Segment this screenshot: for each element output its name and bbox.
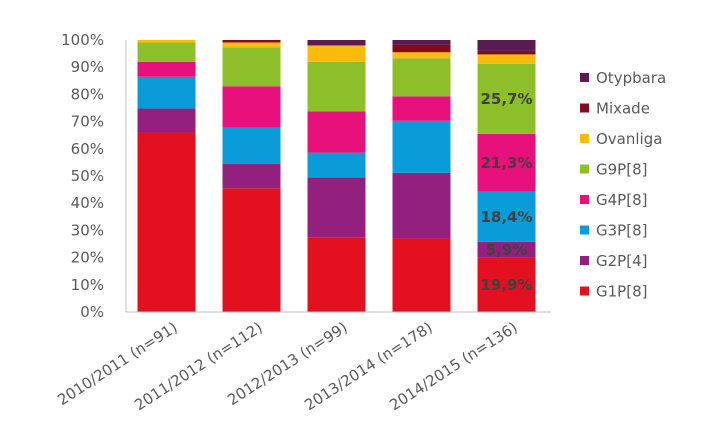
y-tick-label: 50%: [71, 167, 104, 185]
legend-swatch: [580, 286, 589, 296]
bar-segment-otypbara: [307, 40, 366, 46]
bar-segment-ovanliga: [392, 52, 451, 59]
legend-swatch: [580, 164, 589, 174]
legend-label: G2P[4]: [596, 252, 647, 270]
bar-segment-otypbara: [392, 40, 451, 45]
data-label: 25,7%: [480, 90, 532, 108]
y-tick-label: 30%: [71, 221, 104, 239]
y-axis: 0% 10% 20% 30% 40% 50% 60% 70% 80% 90% 100%: [61, 31, 104, 321]
legend-swatch: [580, 73, 589, 82]
y-tick-label: 90%: [71, 58, 104, 76]
bar-segment-g1p-8: [222, 188, 281, 312]
y-tick-label: 70%: [71, 113, 104, 131]
legend-swatch: [580, 103, 589, 113]
bar-segment-g3p-8: [222, 127, 281, 165]
x-axis: 2010/2011 (n=91)2011/2012 (n=112)2012/20…: [54, 318, 520, 414]
legend-label: G3P[8]: [596, 222, 647, 240]
bar-segment-g9p-8: [137, 42, 196, 62]
data-label: 19,9%: [480, 276, 532, 294]
bar-segment-g2p-4: [477, 241, 536, 258]
data-label: 21,3%: [480, 154, 532, 172]
y-tick-label: 0%: [80, 303, 104, 321]
bar-segment-ovanliga: [137, 40, 196, 43]
bar-segment-g9p-8: [477, 63, 536, 134]
y-tick-label: 20%: [71, 249, 104, 267]
bars: [125, 40, 551, 313]
legend-swatch: [580, 225, 589, 235]
bar-segment-g2p-4: [137, 108, 196, 133]
bar-segment-g4p-8: [392, 96, 451, 121]
bar-segment-g4p-8: [477, 133, 536, 192]
y-tick-label: 100%: [61, 31, 104, 49]
bar-segment-ovanliga: [307, 45, 366, 62]
bar-segment-g9p-8: [222, 47, 281, 87]
legend-swatch: [580, 195, 589, 204]
legend-swatch: [580, 256, 589, 265]
y-tick-label: 10%: [71, 276, 104, 294]
legend-label: Mixade: [596, 100, 650, 118]
bar-segment-mixade: [477, 50, 536, 55]
bar-segment-g4p-8: [307, 111, 366, 153]
bar-segment-g4p-8: [137, 61, 196, 77]
legend-swatch: [580, 134, 589, 143]
bar-segment-g3p-8: [137, 76, 196, 109]
legend-label: G9P[8]: [596, 161, 647, 179]
bar-segment-g3p-8: [477, 191, 536, 242]
bar-segment-g3p-8: [307, 152, 366, 178]
legend: Otypbara Mixade Ovanliga G9P[8] G4P[8] G3P[8]…: [580, 69, 666, 301]
legend-label: G1P[8]: [596, 283, 647, 301]
bar-segment-mixade: [392, 44, 451, 53]
bar-segment-g2p-4: [392, 172, 451, 239]
bar-segment-g9p-8: [307, 61, 366, 112]
bar-segment-g3p-8: [392, 120, 451, 173]
bar-segment-g2p-4: [222, 164, 281, 189]
bar-segment-ovanliga: [477, 54, 536, 64]
bar-segment-ovanliga: [222, 42, 281, 48]
y-tick-label: 80%: [71, 85, 104, 103]
bar-segment-g1p-8: [137, 132, 196, 312]
bar-segment-g9p-8: [392, 58, 451, 97]
legend-label: Ovanliga: [596, 130, 662, 148]
legend-label: G4P[8]: [596, 191, 647, 209]
y-tick-label: 40%: [71, 194, 104, 212]
data-labels: 19,9% 5,9% 18,4% 21,3% 25,7%: [480, 90, 532, 294]
bar-segment-g1p-8: [307, 237, 366, 312]
bar-segment-mixade: [222, 40, 281, 43]
bar-segment-g4p-8: [222, 86, 281, 128]
bar-segment-g1p-8: [392, 238, 451, 312]
bar-segment-otypbara: [477, 40, 536, 51]
y-tick-label: 60%: [71, 140, 104, 158]
bar-segment-g2p-4: [307, 177, 366, 238]
bar-segment-g1p-8: [477, 257, 536, 312]
data-label: 5,9%: [486, 241, 528, 259]
legend-label: Otypbara: [596, 69, 666, 87]
data-label: 18,4%: [480, 208, 532, 226]
